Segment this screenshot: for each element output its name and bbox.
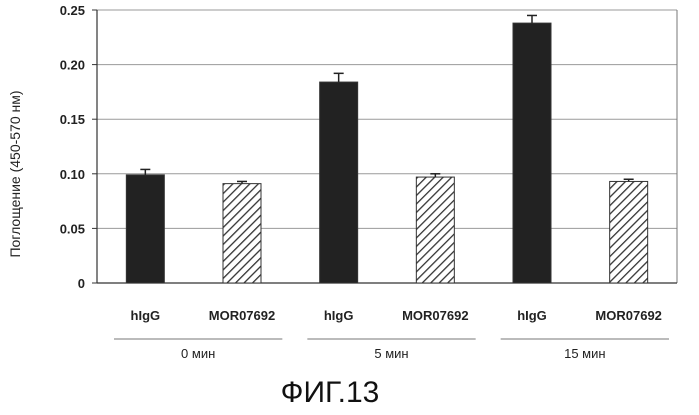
- y-tick-label: 0: [78, 276, 85, 291]
- x-category-label: MOR07692: [402, 308, 468, 323]
- y-tick-label: 0.25: [60, 3, 85, 18]
- bar-higg-1: [320, 82, 358, 283]
- axes: [92, 10, 677, 283]
- y-tick-label: 0.20: [60, 58, 85, 73]
- x-category-label: hIgG: [131, 308, 161, 323]
- gridlines: [97, 10, 677, 228]
- group-label: 5 мин: [374, 346, 408, 361]
- x-category-label: hIgG: [517, 308, 547, 323]
- bar-mor07692-1: [416, 177, 454, 283]
- bar-higg-0: [126, 175, 164, 283]
- figure-label: ФИГ.13: [281, 376, 380, 409]
- y-tick-label: 0.15: [60, 112, 85, 127]
- group-label: 15 мин: [564, 346, 605, 361]
- group-label: 0 мин: [181, 346, 215, 361]
- bar-higg-2: [513, 23, 551, 283]
- bars: [126, 15, 647, 283]
- bar-mor07692-2: [610, 181, 648, 283]
- x-category-label: MOR07692: [595, 308, 661, 323]
- bar-mor07692-0: [223, 184, 261, 283]
- y-tick-label: 0.05: [60, 221, 85, 236]
- y-tick-label: 0.10: [60, 167, 85, 182]
- x-category-label: MOR07692: [209, 308, 275, 323]
- y-axis-label: Поглощение (450-570 нм): [7, 90, 23, 257]
- x-category-label: hIgG: [324, 308, 354, 323]
